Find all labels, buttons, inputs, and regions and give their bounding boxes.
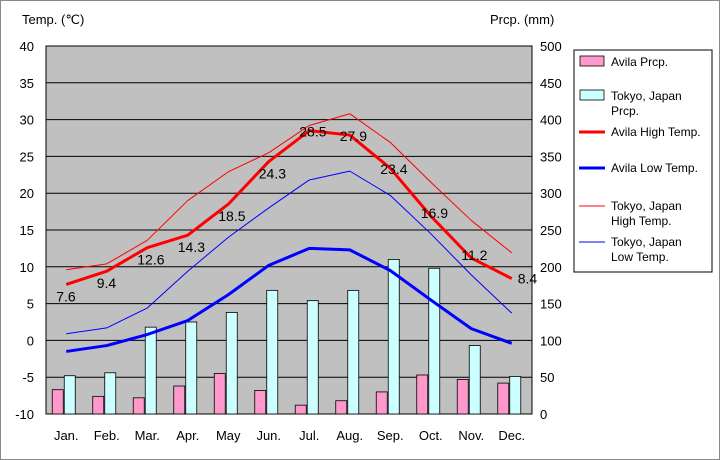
legend-box <box>573 49 713 273</box>
x-tick-label: Jul. <box>299 428 319 443</box>
legend-label: Tokyo, Japan <box>611 235 682 249</box>
y-tick-left: 0 <box>27 333 34 348</box>
data-label: 7.6 <box>56 288 76 304</box>
legend-label: Tokyo, Japan <box>611 89 682 103</box>
bar <box>375 391 388 415</box>
bar <box>132 397 145 415</box>
legend-label: Prcp. <box>611 104 639 118</box>
data-label: 11.2 <box>461 247 487 263</box>
series-line <box>65 129 513 286</box>
y-tick-right: 200 <box>540 260 562 275</box>
y-tick-right: 300 <box>540 186 562 201</box>
data-label: 23.4 <box>380 161 407 177</box>
legend-label: Low Temp. <box>611 250 669 264</box>
bar <box>347 289 360 415</box>
x-tick-label: Dec. <box>498 428 525 443</box>
bar <box>104 372 117 415</box>
y-tick-right: 150 <box>540 297 562 312</box>
bar <box>428 267 441 415</box>
data-label: 18.5 <box>218 208 245 224</box>
y-tick-right: 400 <box>540 113 562 128</box>
y-tick-left: -10 <box>15 407 34 422</box>
bar <box>335 400 348 415</box>
bar <box>173 385 186 415</box>
bar-series <box>51 259 522 415</box>
data-label: 8.4 <box>518 271 538 287</box>
series-line <box>66 246 513 353</box>
x-tick-label: Sep. <box>377 428 404 443</box>
legend-swatch <box>579 55 605 67</box>
y-axis-left-label: Temp. (℃) <box>22 12 84 27</box>
x-tick-label: Oct. <box>419 428 443 443</box>
series-line <box>66 170 513 335</box>
y-tick-left: 25 <box>20 149 34 164</box>
bar <box>509 376 522 415</box>
x-tick-label: Jan. <box>54 428 79 443</box>
y-tick-left: 30 <box>20 113 34 128</box>
bar <box>468 345 481 415</box>
y-tick-left: 20 <box>20 186 34 201</box>
bar <box>92 395 105 415</box>
data-label: 9.4 <box>97 275 117 291</box>
bar <box>51 389 64 415</box>
y-tick-right: 450 <box>540 76 562 91</box>
bar <box>225 312 238 415</box>
x-tick-label: Mar. <box>135 428 160 443</box>
y-tick-right: 350 <box>540 149 562 164</box>
x-tick-label: May <box>216 428 241 443</box>
line-series <box>65 113 513 353</box>
y-tick-right: 500 <box>540 39 562 54</box>
data-label: 27.9 <box>340 128 367 144</box>
bar <box>254 390 267 415</box>
bar <box>213 373 226 415</box>
legend-label: Avila High Temp. <box>611 125 701 139</box>
bar <box>185 321 198 415</box>
data-labels: 7.6 9.4 12.6 14.3 18.5 24.3 28.5 27.9 23.4 16.9 11… <box>56 124 537 305</box>
bar <box>497 382 510 415</box>
data-label: 24.3 <box>259 166 286 182</box>
x-tick-label: Nov. <box>458 428 484 443</box>
bar <box>416 374 429 415</box>
y-tick-right: 0 <box>540 407 547 422</box>
data-label: 28.5 <box>299 124 326 140</box>
series-line <box>66 113 513 271</box>
data-label: 14.3 <box>178 239 205 255</box>
y-tick-left: 40 <box>20 39 34 54</box>
legend-label: Tokyo, Japan <box>611 199 682 213</box>
legend-swatch <box>579 89 605 101</box>
bar <box>294 404 307 415</box>
y-axis-right-label: Prcp. (mm) <box>490 12 554 27</box>
bar <box>306 300 319 415</box>
bar <box>63 375 76 415</box>
x-tick-label: Jun. <box>256 428 281 443</box>
y-tick-right: 50 <box>540 370 554 385</box>
y-tick-left: 35 <box>20 76 34 91</box>
legend-label: Avila Low Temp. <box>611 161 698 175</box>
bar <box>456 379 469 415</box>
y-tick-left: 10 <box>20 260 34 275</box>
gridlines <box>46 82 532 378</box>
data-label: 16.9 <box>421 205 448 221</box>
data-label: 12.6 <box>137 252 164 268</box>
y-tick-right: 100 <box>540 333 562 348</box>
legend-label: High Temp. <box>611 214 671 228</box>
bar <box>144 326 157 415</box>
y-tick-right: 250 <box>540 223 562 238</box>
x-tick-label: Apr. <box>176 428 199 443</box>
bar <box>266 289 279 415</box>
y-tick-left: 5 <box>27 297 34 312</box>
y-tick-left: 15 <box>20 223 34 238</box>
bar <box>387 259 400 415</box>
x-tick-label: Feb. <box>94 428 120 443</box>
y-tick-left: -5 <box>22 370 34 385</box>
x-tick-label: Aug. <box>336 428 363 443</box>
legend-label: Avila Prcp. <box>611 55 668 69</box>
